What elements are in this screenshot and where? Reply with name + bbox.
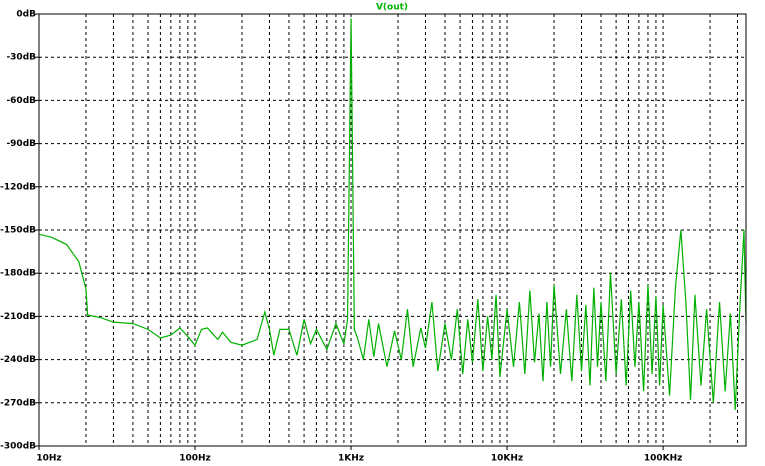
y-tick-label: 0dB — [16, 10, 36, 20]
plot-frame — [38, 13, 747, 447]
y-tick-label: -120dB — [0, 182, 36, 192]
chart-title: V(out) — [376, 3, 408, 13]
y-tick-label: -240dB — [0, 355, 36, 365]
x-tick-label: 100KHz — [644, 454, 683, 464]
series-line — [38, 18, 747, 411]
y-tick-label: -150dB — [0, 226, 36, 236]
x-tick-label: 10Hz — [36, 454, 61, 464]
x-tick-label: 1KHz — [338, 454, 364, 464]
y-tick-label: -270dB — [0, 398, 36, 408]
y-tick-label: -210dB — [0, 312, 36, 322]
x-tick-label: 100Hz — [179, 454, 211, 464]
y-tick-label: -180dB — [0, 269, 36, 279]
y-tick-label: -300dB — [0, 442, 36, 452]
x-tick-label: 10KHz — [491, 454, 523, 464]
y-tick-label: -30dB — [6, 53, 36, 63]
y-tick-label: -60dB — [6, 96, 36, 106]
y-tick-label: -90dB — [6, 139, 36, 149]
